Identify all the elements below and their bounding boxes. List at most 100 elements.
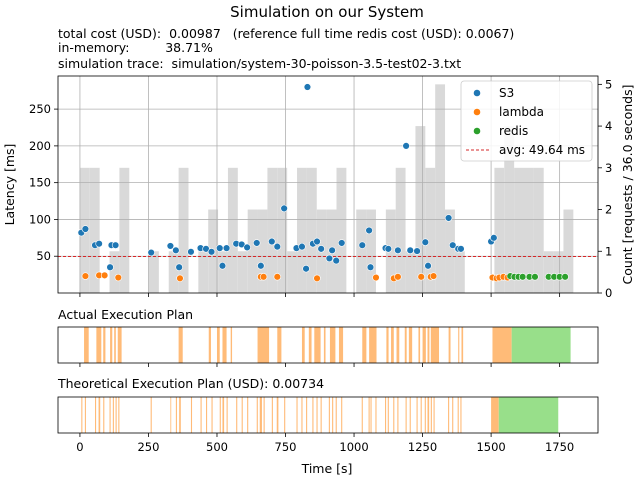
- point-s3: [413, 247, 421, 255]
- plan-segment-lambda: [452, 397, 454, 433]
- actual-plan-frame: [57, 326, 599, 364]
- point-lambda: [429, 272, 438, 280]
- plan-segment-lambda: [448, 327, 451, 363]
- point-lambda: [81, 272, 90, 280]
- point-lambda: [100, 271, 109, 280]
- theoretical-plan-tick-marks: [79, 433, 561, 437]
- plan-segment-lambda: [427, 397, 430, 433]
- plan-segment-lambda: [418, 327, 421, 363]
- y2-tick-label: 1: [605, 244, 612, 258]
- info-in-memory-line: in-memory: 38.71%: [58, 40, 213, 55]
- y-axis-label: Latency [ms]: [2, 144, 17, 226]
- plan-segment-lambda: [316, 397, 318, 433]
- plan-segment-lambda: [208, 327, 211, 363]
- plan-segment-lambda: [420, 397, 422, 433]
- point-redis: [561, 273, 569, 281]
- legend-label-redis: redis: [499, 124, 528, 138]
- plan-segment-lambda: [236, 397, 238, 433]
- point-s3: [406, 246, 414, 255]
- point-lambda: [372, 273, 380, 282]
- point-s3: [384, 245, 393, 253]
- plan-segment-lambda: [461, 327, 464, 363]
- figure-title: Simulation on our System: [230, 3, 424, 21]
- histogram-bar: [227, 167, 238, 293]
- plan-segment-lambda: [430, 327, 440, 363]
- plan-segment-lambda: [369, 327, 377, 363]
- plan-segment-lambda: [368, 397, 370, 433]
- point-s3: [358, 241, 366, 249]
- plan-segment-lambda: [296, 397, 298, 433]
- plan-segment-lambda: [301, 397, 303, 433]
- latency-plot: 50 100 150 200 250 0 1 2 3 4 5 Latency [ms] Count…: [2, 75, 635, 300]
- y2-tick-label: 4: [605, 119, 612, 133]
- plan-segment-lambda: [332, 397, 334, 433]
- y-tick-label: 250: [29, 102, 51, 116]
- plan-segment-lambda: [216, 327, 220, 363]
- plan-segment-lambda: [95, 397, 97, 433]
- histogram-bar: [168, 251, 179, 293]
- point-s3: [328, 246, 336, 255]
- plan-segment-lambda: [492, 327, 512, 363]
- histogram-bar: [336, 167, 347, 293]
- legend-label-s3: S3: [499, 86, 514, 100]
- theoretical-plan-frame: [57, 396, 599, 434]
- plan-segment-lambda: [277, 327, 282, 363]
- scatter-points: [77, 83, 569, 282]
- x-tick-label: 1500: [476, 440, 505, 454]
- plan-segment-lambda: [96, 327, 102, 363]
- plan-segment-lambda: [314, 327, 321, 363]
- histogram-bar: [366, 209, 376, 293]
- y2-tick-label: 5: [605, 77, 612, 91]
- legend-marker-lambda: [473, 108, 481, 116]
- histogram-bar: [109, 251, 120, 293]
- plan-segment-lambda: [150, 397, 152, 433]
- point-s3: [111, 241, 120, 249]
- histogram-bar: [533, 167, 544, 293]
- x-tick-label: 1000: [339, 440, 368, 454]
- x-axis-tick-labels: 0 250 500 750 1000 1250 1500 1750: [76, 440, 574, 454]
- plan-segment-lambda: [341, 397, 343, 433]
- y2-tick-label: 3: [605, 161, 612, 175]
- plan-segment-lambda: [433, 397, 435, 433]
- plan-segment-lambda: [361, 397, 363, 433]
- legend-marker-redis: [473, 127, 481, 135]
- x-tick-label: 1250: [408, 440, 437, 454]
- x-tick-label: 500: [206, 440, 228, 454]
- plan-segment-lambda: [424, 397, 426, 433]
- point-s3: [216, 244, 224, 252]
- legend-frame: [460, 80, 593, 162]
- plan-segment-lambda: [276, 397, 279, 433]
- point-s3: [222, 244, 231, 252]
- actual-plan-segments: [84, 327, 571, 363]
- point-lambda: [394, 273, 402, 281]
- plan-segment-redis: [511, 327, 571, 363]
- plan-segment-lambda: [241, 397, 243, 433]
- point-s3: [95, 240, 103, 248]
- x-axis-label: Time [s]: [301, 461, 353, 476]
- point-s3: [81, 225, 90, 233]
- plan-segment-lambda: [117, 327, 122, 363]
- point-s3: [444, 214, 453, 222]
- point-s3: [298, 242, 306, 251]
- point-s3: [394, 246, 402, 255]
- plan-segment-lambda: [460, 397, 462, 433]
- theoretical-plan-segments: [81, 397, 559, 433]
- actual-plan-tick-marks: [79, 363, 561, 367]
- plan-segment-lambda: [222, 327, 227, 363]
- plan-segment-lambda: [396, 327, 400, 363]
- plan-segment-lambda: [226, 397, 228, 433]
- x-tick-label: 1750: [545, 440, 574, 454]
- plan-segment-lambda: [409, 397, 411, 433]
- plan-segment-lambda: [320, 397, 322, 433]
- histogram-bar: [523, 167, 534, 293]
- histogram-bar: [435, 84, 446, 293]
- histogram-bar: [257, 209, 268, 293]
- plan-segment-lambda: [257, 327, 270, 363]
- histogram-bar: [89, 167, 100, 293]
- info-cost-line: total cost (USD): 0.00987 (reference ful…: [58, 26, 514, 41]
- plan-segment-lambda: [416, 397, 418, 433]
- x-tick-label: 0: [76, 440, 83, 454]
- x-axis-tick-marks: [79, 293, 561, 297]
- legend: S3 lambda redis avg: 49.64 ms: [460, 80, 593, 162]
- point-s3: [490, 234, 498, 242]
